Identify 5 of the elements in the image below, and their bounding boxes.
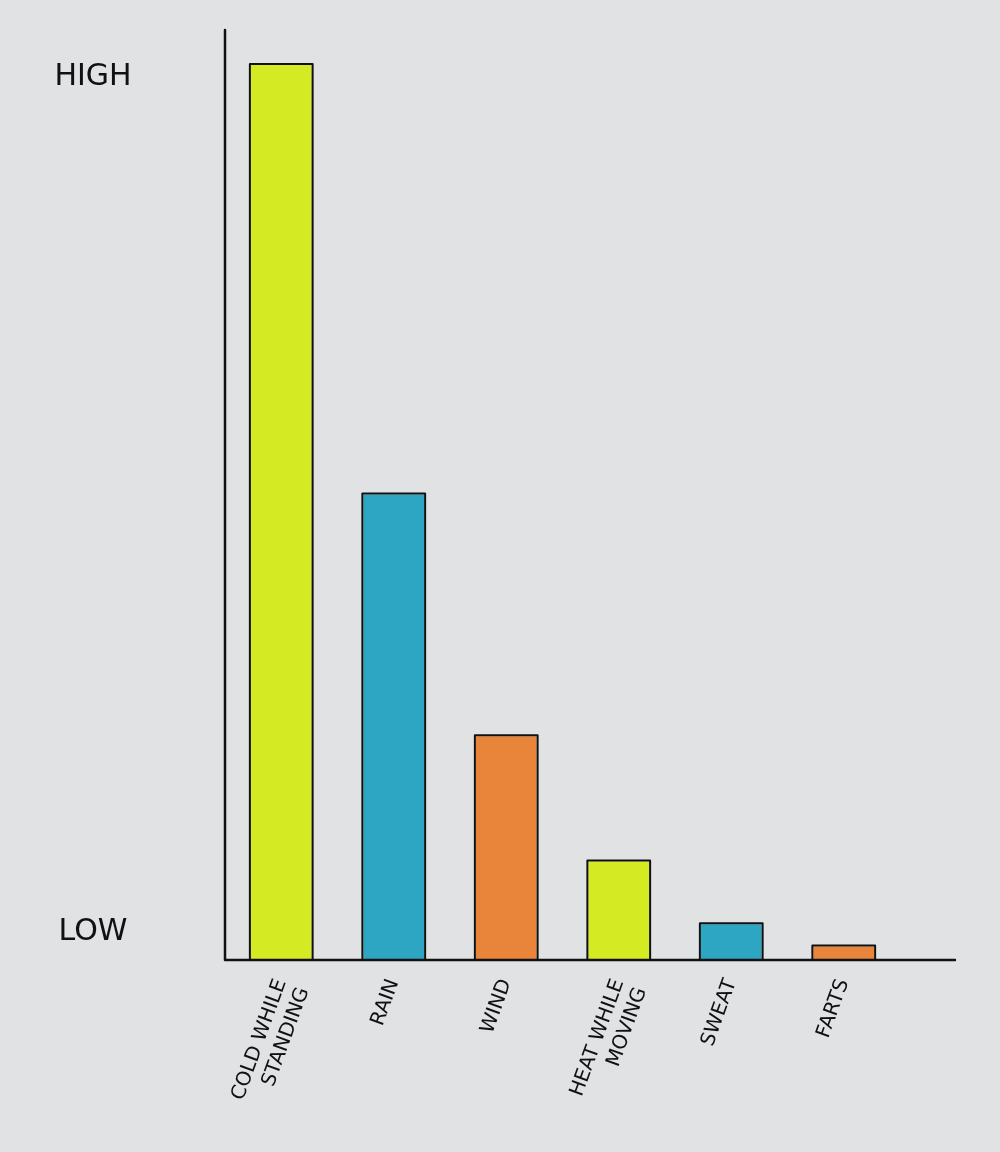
text: LOW <box>58 911 128 947</box>
x-tick-label: WIND <box>474 975 516 1037</box>
x-tick-label: FARTS <box>810 975 854 1041</box>
x-tick-label: RAIN <box>364 975 404 1029</box>
text: HIGH <box>54 56 132 92</box>
